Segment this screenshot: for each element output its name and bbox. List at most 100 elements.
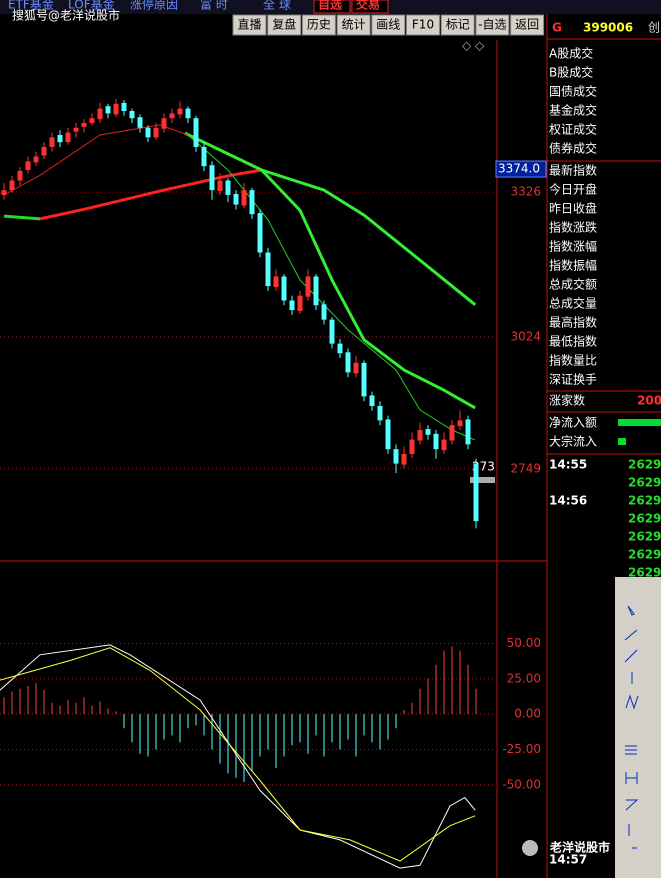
wechat-icon <box>522 840 538 856</box>
candle-body <box>353 362 359 374</box>
candle-body <box>65 132 71 143</box>
tick-value: 2629 <box>628 548 661 562</box>
code-prefix: G <box>552 21 562 35</box>
candle-body <box>449 425 455 441</box>
candle-body <box>153 127 159 138</box>
candle-body <box>233 193 239 205</box>
y-tick-label: 50.00 <box>507 636 541 650</box>
flow-bar <box>618 438 626 445</box>
field-label: 深证换手 <box>549 373 597 387</box>
candle-body <box>169 113 175 119</box>
tab-label[interactable]: 全 球 <box>263 0 291 12</box>
tab[interactable] <box>313 0 351 14</box>
button[interactable] <box>371 14 406 36</box>
tab-label[interactable]: LOF基金 <box>68 0 115 12</box>
candle-body <box>1 190 7 195</box>
button[interactable] <box>440 14 475 36</box>
button[interactable] <box>475 14 510 36</box>
draw-palette[interactable] <box>615 577 661 878</box>
button[interactable] <box>510 14 545 36</box>
candle-body <box>185 108 191 119</box>
moving-average <box>187 134 476 441</box>
candle-body <box>401 453 407 465</box>
candle-body <box>201 146 207 167</box>
tick-time: 14:56 <box>549 494 587 508</box>
tick-value: 2629 <box>628 494 661 508</box>
button-label[interactable]: 复盘 <box>272 17 296 32</box>
candle-body <box>361 362 367 397</box>
button[interactable] <box>406 14 440 36</box>
button-label[interactable]: 统计 <box>342 18 366 32</box>
candle-body <box>441 439 447 451</box>
candle-body <box>73 127 79 132</box>
button-label[interactable]: 直播 <box>237 18 261 32</box>
field-label: 涨家数 <box>549 393 585 408</box>
palette-icons <box>624 605 639 849</box>
y-tick-label: 3326 <box>510 185 541 199</box>
field-label: B股成交 <box>549 65 593 80</box>
field-label: 最新指数 <box>549 163 597 178</box>
candle-body <box>121 102 127 111</box>
tick-value: 2629 <box>628 530 661 544</box>
tick-time: 14:57 <box>549 853 587 867</box>
field-label: 昨日收盘 <box>549 201 597 216</box>
candle-body <box>433 433 439 450</box>
tick-value: 2629 <box>628 458 661 472</box>
tab-label[interactable]: 富 时 <box>200 0 228 12</box>
price-tag-label: 3374.0 <box>498 162 540 176</box>
candle-body <box>9 180 15 191</box>
field-label: 指数振幅 <box>549 258 597 273</box>
tick-value: 2629 <box>628 512 661 526</box>
candle-body <box>33 156 39 163</box>
candle-body <box>273 276 279 288</box>
candle-body <box>241 190 247 206</box>
candle-body <box>113 103 119 115</box>
candle-body <box>393 449 399 464</box>
button[interactable] <box>301 14 336 36</box>
candle-body <box>417 430 423 441</box>
candle-body <box>41 146 47 156</box>
tick-value: 2629 <box>628 476 661 490</box>
candle-body <box>81 122 87 127</box>
button[interactable] <box>267 14 302 36</box>
field-value: 200 <box>637 394 661 408</box>
candle-body <box>473 463 479 522</box>
tab-label[interactable]: ETF基金 <box>8 0 54 12</box>
candle-body <box>337 343 343 354</box>
button[interactable] <box>336 14 371 36</box>
candle-body <box>177 108 183 115</box>
field-label: 指数涨幅 <box>549 239 597 254</box>
button[interactable] <box>232 14 267 36</box>
macd-line <box>0 647 476 862</box>
button-label[interactable]: 历史 <box>307 18 331 32</box>
candle-body <box>145 127 151 138</box>
candle-body <box>265 252 271 287</box>
y-tick-label: 3024 <box>510 329 541 343</box>
candle-body <box>369 395 375 407</box>
price-tag <box>495 160 547 178</box>
button-label[interactable]: 画线 <box>376 18 400 32</box>
field-label: 总成交量 <box>549 296 597 311</box>
candle-body <box>105 106 111 114</box>
candle-body <box>257 213 263 253</box>
candle-body <box>17 170 23 181</box>
cursor-bar <box>470 477 495 483</box>
candle-body <box>281 276 287 301</box>
button-label[interactable]: 返回 <box>515 18 539 32</box>
candle-body <box>161 118 167 129</box>
candle-body <box>457 420 463 427</box>
tab-label[interactable]: 涨停原因 <box>130 0 178 12</box>
button-label[interactable]: -自选 <box>478 18 506 32</box>
candle-body <box>297 295 303 312</box>
candle-body <box>25 161 31 170</box>
y-tick-label: -50.00 <box>502 777 541 791</box>
button-label[interactable]: F10 <box>412 18 434 32</box>
candle-body <box>249 190 255 215</box>
tab-label[interactable]: 交易 <box>356 0 380 12</box>
field-label: 债券成交 <box>549 141 597 156</box>
button-label[interactable]: 标记 <box>446 18 470 32</box>
tab-label[interactable]: 自选 <box>318 0 342 12</box>
candle-body <box>129 110 135 119</box>
tab[interactable] <box>351 0 389 14</box>
